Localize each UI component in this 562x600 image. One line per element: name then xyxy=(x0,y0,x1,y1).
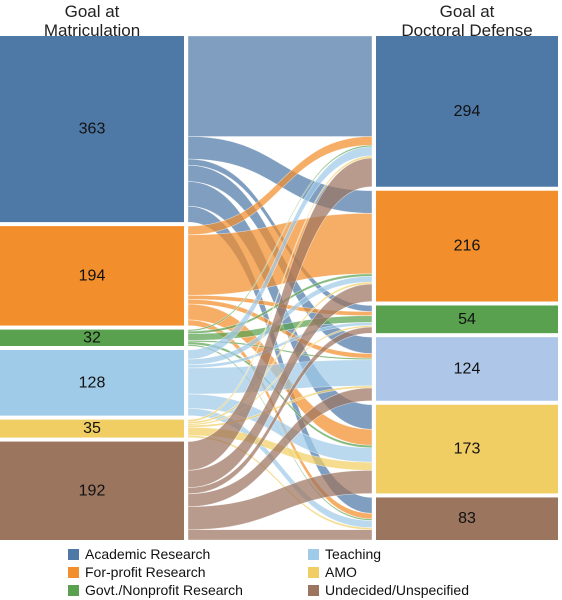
left-node-forprofit xyxy=(0,226,184,326)
right-node-undecided xyxy=(376,497,558,540)
right-node-value-academic: 294 xyxy=(454,103,481,120)
right-node-value-teaching: 124 xyxy=(454,360,481,377)
legend-swatch-forprofit xyxy=(68,567,79,578)
right-node-value-amo: 173 xyxy=(454,441,481,458)
left-node-value-amo: 35 xyxy=(83,420,101,437)
right-node-teaching xyxy=(376,337,558,401)
flow-academic-to-academic xyxy=(187,35,373,137)
legend-swatch-academic xyxy=(68,549,79,560)
right-node-value-undecided: 83 xyxy=(458,510,476,527)
right-node-amo xyxy=(376,404,558,494)
right-node-govt xyxy=(376,305,558,334)
left-node-value-forprofit: 194 xyxy=(79,267,106,284)
legend-swatch-undecided xyxy=(308,585,319,596)
legend-item-govt: Govt./Nonprofit Research xyxy=(68,582,243,599)
legend-label-teaching: Teaching xyxy=(325,546,382,562)
legend-item-academic: Academic Research xyxy=(68,546,210,563)
legend-swatch-govt xyxy=(68,585,79,596)
legend-item-amo: AMO xyxy=(308,564,357,581)
flow-undecided-to-teaching xyxy=(187,387,373,507)
sankey-links xyxy=(187,35,373,541)
right-column-title: Goal at Doctoral Defense xyxy=(376,2,558,40)
sankey-nodes: 363 194 32 128 35 192 294 216 54 124 173 83 xyxy=(0,36,558,540)
flow-undecided-to-academic xyxy=(187,157,373,471)
left-column-title: Goal at Matriculation xyxy=(0,2,184,40)
legend-label-govt: Govt./Nonprofit Research xyxy=(85,582,243,598)
right-title-line-2: Doctoral Defense xyxy=(401,21,533,40)
legend-item-teaching: Teaching xyxy=(308,546,381,563)
left-node-teaching xyxy=(0,349,184,416)
left-node-undecided xyxy=(0,441,184,540)
legend-item-undecided: Undecided/Unspecified xyxy=(308,582,469,599)
sankey-diagram: 363 194 32 128 35 192 294 216 54 124 173 83 xyxy=(0,35,558,541)
left-node-academic xyxy=(0,36,184,223)
flow-undecided-to-govt xyxy=(187,326,373,495)
right-title-line-1: Goal at xyxy=(439,2,495,21)
left-node-amo xyxy=(0,419,184,438)
left-title-line-2: Matriculation xyxy=(43,21,141,40)
right-node-value-forprofit: 216 xyxy=(454,238,481,255)
left-node-value-govt: 32 xyxy=(83,329,101,346)
flow-undecided-to-amo xyxy=(187,470,373,531)
legend-label-academic: Academic Research xyxy=(85,546,211,562)
right-node-academic xyxy=(376,36,558,187)
legend-label-amo: AMO xyxy=(325,564,357,580)
legend-item-forprofit: For-profit Research xyxy=(68,564,206,581)
legend-swatch-amo xyxy=(308,567,319,578)
flow-undecided-to-forprofit xyxy=(187,283,373,489)
left-node-value-undecided: 192 xyxy=(79,482,106,499)
right-node-forprofit xyxy=(376,190,558,302)
legend-label-undecided: Undecided/Unspecified xyxy=(325,582,469,598)
left-node-value-academic: 363 xyxy=(79,121,106,138)
flow-undecided-to-undecided xyxy=(187,529,373,541)
left-node-govt xyxy=(0,329,184,346)
right-node-value-govt: 54 xyxy=(458,311,476,328)
legend-label-forprofit: For-profit Research xyxy=(85,564,206,580)
legend-swatch-teaching xyxy=(308,549,319,560)
left-title-line-1: Goal at xyxy=(64,2,120,21)
left-node-value-teaching: 128 xyxy=(79,374,106,391)
